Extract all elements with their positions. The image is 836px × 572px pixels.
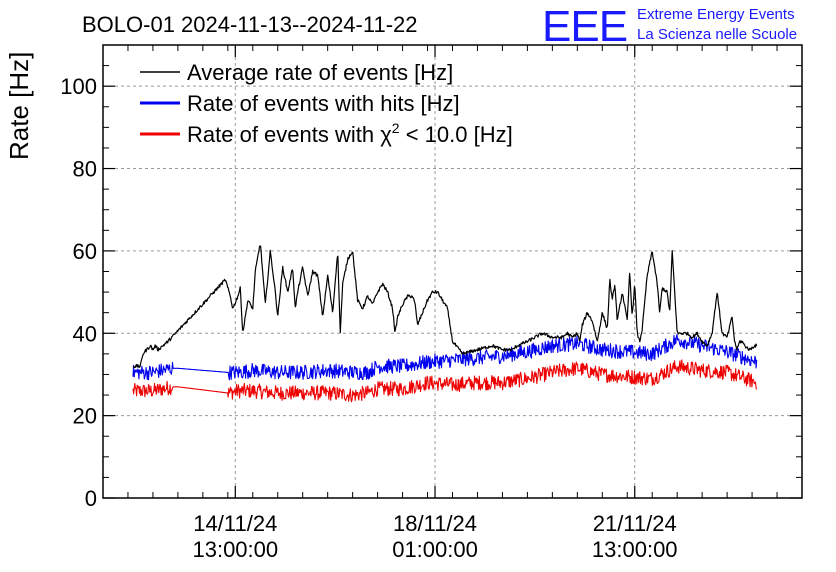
series-chi2-rate-line (132, 359, 758, 403)
legend-label-chi2-superscript: 2 (392, 120, 400, 136)
x-tick-label-date: 14/11/24 (193, 511, 277, 536)
y-tick-label: 20 (73, 404, 97, 429)
y-tick-labels: 0 20 40 60 80 100 (60, 74, 97, 511)
y-axis-label: Rate [Hz] (4, 52, 34, 160)
eee-logo: EEE Extreme Energy Events La Scienza nel… (542, 2, 797, 51)
legend-label-chi2-symbol: χ (380, 122, 392, 147)
x-tick-labels: 14/11/2413:00:0018/11/2401:00:0021/11/24… (192, 511, 677, 562)
y-tick-label: 60 (73, 239, 97, 264)
series-layer (132, 245, 758, 403)
y-tick-label: 40 (73, 321, 97, 346)
axis-ticks (103, 44, 802, 499)
legend-label-chi2: Rate of events with χ2 < 10.0 [Hz] (187, 120, 513, 147)
legend-label-hits: Rate of events with hits [Hz] (187, 91, 460, 116)
x-tick-label-time: 01:00:00 (392, 537, 478, 562)
legend-label-chi2-main: Rate of events with (187, 122, 380, 147)
legend-label-chi2-rest: < 10.0 [Hz] (400, 122, 513, 147)
chart-title: BOLO-01 2024-11-13--2024-11-22 (82, 12, 418, 37)
x-tick-label-date: 21/11/24 (593, 511, 677, 536)
x-tick-label-time: 13:00:00 (192, 537, 278, 562)
legend-label-average: Average rate of events [Hz] (187, 60, 453, 85)
y-tick-label: 100 (60, 74, 97, 99)
series-average-rate-line (132, 245, 758, 369)
y-tick-label: 80 (73, 157, 97, 182)
eee-logo-letters: EEE (542, 2, 627, 51)
series-hits-rate-line (132, 333, 758, 381)
legend: Average rate of events [Hz] Rate of even… (140, 60, 513, 147)
x-tick-label-time: 13:00:00 (592, 537, 678, 562)
eee-logo-line1: Extreme Energy Events (637, 6, 795, 23)
x-tick-label-date: 18/11/24 (393, 511, 477, 536)
eee-logo-line2: La Scienza nelle Scuole (637, 26, 797, 43)
y-tick-label: 0 (85, 486, 97, 511)
